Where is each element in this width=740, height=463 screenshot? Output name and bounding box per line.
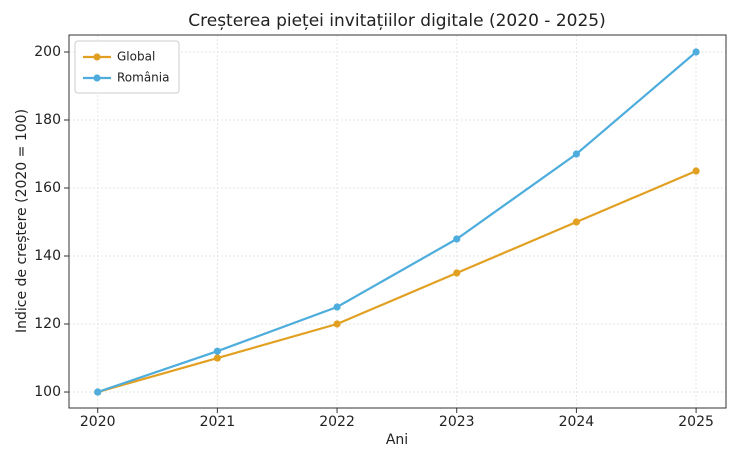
legend: Global România: [74, 40, 180, 94]
plot-frame: [68, 34, 727, 409]
data-point: [213, 354, 221, 362]
y-tick-label: 100: [34, 384, 61, 400]
data-point: [453, 269, 461, 277]
data-point: [572, 218, 581, 226]
x-tick-label: 2022: [319, 414, 355, 430]
legend-label: România: [117, 71, 169, 85]
y-tick-label: 200: [34, 44, 61, 60]
legend-marker: [93, 53, 101, 61]
chart-title: Creșterea pieței invitațiilor digitale (…: [188, 11, 605, 31]
data-point: [692, 167, 700, 175]
data-point: [453, 235, 461, 243]
x-axis-label: Ani: [386, 432, 408, 448]
x-tick-label: 2025: [678, 414, 714, 430]
data-point: [213, 347, 221, 355]
data-point: [333, 320, 341, 328]
x-tick-label: 2024: [559, 414, 595, 430]
legend-marker: [93, 74, 101, 82]
y-tick-label: 160: [34, 180, 61, 196]
grid: 100 120 140 160 180 200 2020 2021 2022 2023 2024 20…: [34, 34, 727, 430]
data-point: [572, 150, 581, 158]
series-line: [97, 169, 697, 394]
y-tick-label: 140: [34, 248, 61, 264]
data-point: [94, 388, 102, 396]
y-axis-label: Indice de creștere (2020 = 100): [14, 109, 30, 333]
x-tick-label: 2020: [80, 414, 116, 430]
data-point: [692, 48, 700, 56]
data-point: [333, 303, 341, 311]
y-tick-label: 120: [34, 316, 61, 332]
plot: [94, 48, 700, 396]
series-line: [97, 51, 697, 394]
y-tick-label: 180: [34, 112, 61, 128]
x-tick-label: 2021: [200, 414, 236, 430]
legend-box: [74, 40, 180, 94]
legend-label: Global: [117, 50, 155, 64]
x-tick-label: 2023: [439, 414, 475, 430]
